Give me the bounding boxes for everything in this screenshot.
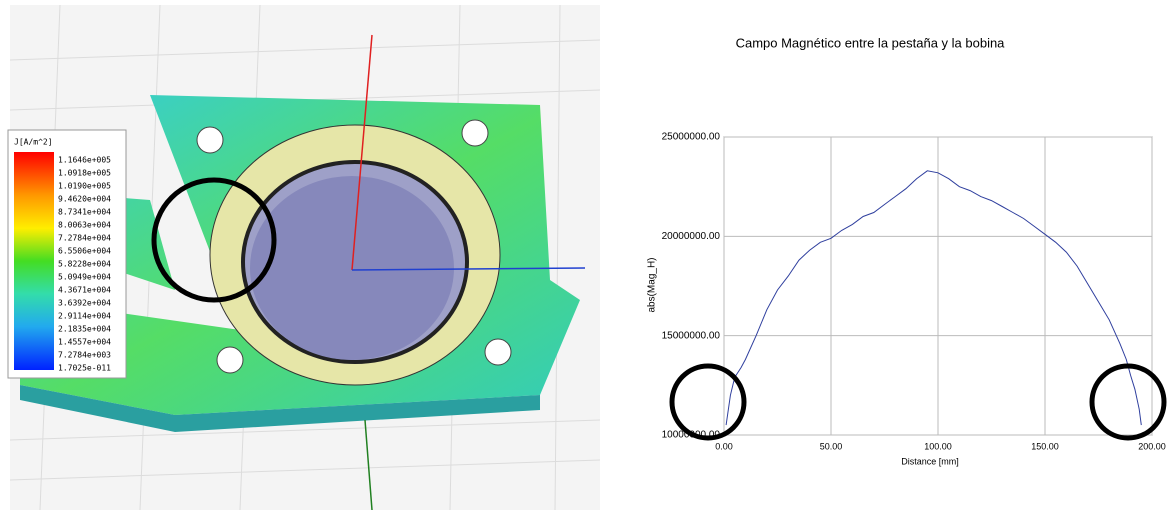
hole <box>484 338 512 366</box>
colormap-label: 5.0949e+004 <box>58 273 111 282</box>
colormap-title: J[A/m^2] <box>14 138 53 147</box>
y-tick-label: 15000000.00 <box>662 330 721 341</box>
colorbar <box>14 152 54 370</box>
z-axis <box>351 34 373 271</box>
colormap-label: 1.4557e+004 <box>58 338 111 347</box>
x-tick-label: 150.00 <box>1031 441 1059 451</box>
colormap-label: 7.2784e+004 <box>58 234 111 243</box>
colormap-label: 8.7341e+004 <box>58 208 111 217</box>
colormap-label: 9.4620e+004 <box>58 195 111 204</box>
colormap-label: 8.0063e+004 <box>58 221 111 230</box>
hole <box>461 119 489 147</box>
hole <box>196 126 224 154</box>
colormap-legend: J[A/m^2] 1.1646e+005 1.0918e+005 1.0190e+0… <box>7 129 127 379</box>
y-axis <box>351 267 586 271</box>
x-tick-label: 100.00 <box>924 441 952 451</box>
x-tick-label: 50.00 <box>820 441 843 451</box>
y-tick-label: 25000000.00 <box>662 132 721 143</box>
line-chart: Campo Magnético entre la pestaña y la bo… <box>647 35 1167 466</box>
highlight-circle <box>151 177 277 303</box>
chart-title: Campo Magnético entre la pestaña y la bo… <box>736 35 1006 50</box>
y-axis-label: abs(Mag_H) <box>647 257 658 312</box>
y-tick-label: 20000000.00 <box>662 231 721 242</box>
highlight-circle <box>1089 363 1167 441</box>
plate-edge <box>20 385 540 432</box>
colormap-label: 1.7025e-011 <box>58 364 111 373</box>
colormap-label: 2.1835e+004 <box>58 325 111 334</box>
x-tick-label: 0.00 <box>715 441 733 451</box>
colormap-label: 1.0918e+005 <box>58 169 111 178</box>
x-axis-label: Distance [mm] <box>901 456 959 466</box>
x-tick-label: 200.00 <box>1138 441 1166 451</box>
x-axis <box>364 419 373 511</box>
colormap-label: 5.8228e+004 <box>58 260 111 269</box>
hole <box>216 346 244 374</box>
render-3d: J[A/m^2] 1.1646e+005 1.0918e+005 1.0190e+0… <box>7 4 601 511</box>
colormap-label: 6.5506e+004 <box>58 247 111 256</box>
colormap-label: 1.0190e+005 <box>58 182 111 191</box>
data-line <box>725 170 1142 426</box>
highlight-circle <box>669 363 747 441</box>
colormap-label: 1.1646e+005 <box>58 156 111 165</box>
colormap-label: 3.6392e+004 <box>58 299 111 308</box>
colormap-label: 7.2784e+003 <box>58 351 111 360</box>
colormap-label: 2.9114e+004 <box>58 312 111 321</box>
colormap-label: 4.3671e+004 <box>58 286 111 295</box>
